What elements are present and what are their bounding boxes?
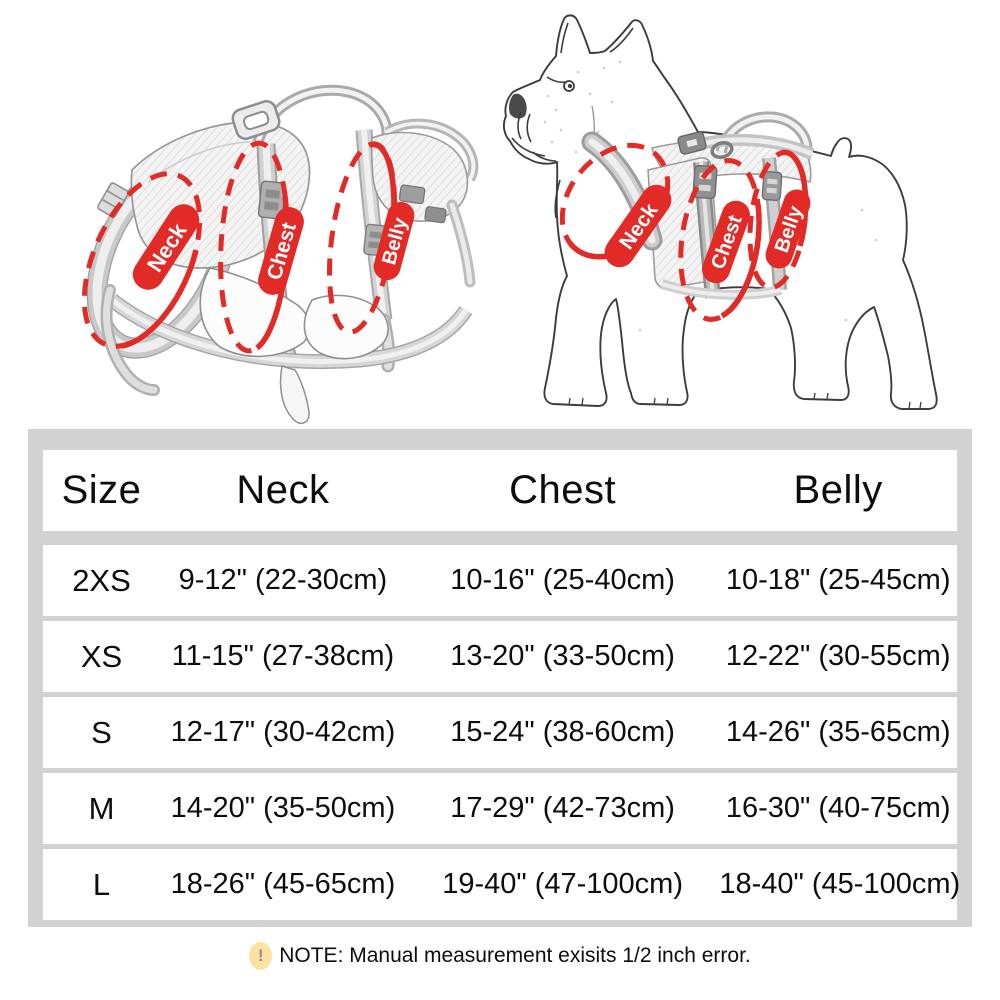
dog-neck-pill: Neck [604, 184, 672, 268]
harness-wing-left [199, 267, 311, 358]
table-row-m: M 14-20" (35-50cm) 17-29" (42-73cm) 16-3… [43, 773, 957, 844]
dog-face-details [509, 22, 922, 409]
measurement-note: ! NOTE: Manual measurement exisits 1/2 i… [0, 942, 1000, 970]
table-row-2xs: 2XS 9-12" (22-30cm) 10-16" (25-40cm) 10-… [43, 545, 957, 616]
harness-sketch: Neck Chest Belly [81, 84, 479, 424]
cell-neck: 11-15" (27-38cm) [171, 640, 395, 672]
chest-strap-buckle [257, 180, 287, 220]
table-row-l: L 18-26" (45-65cm) 19-40" (47-100cm) 18-… [43, 849, 961, 920]
dog-chest-pill: Chest [702, 200, 750, 284]
cell-chest: 19-40" (47-100cm) [442, 868, 683, 900]
exclamation-icon: ! [249, 942, 273, 970]
dog-sketch: Neck Chest Belly [502, 14, 938, 410]
cell-belly: 16-30" (40-75cm) [725, 792, 951, 824]
leash-loop [231, 100, 281, 140]
column-header-neck: Neck [236, 468, 330, 512]
cell-chest: 10-16" (25-40cm) [450, 564, 675, 596]
column-header-chest: Chest [509, 468, 617, 512]
cell-size: L [92, 866, 111, 902]
cell-belly: 12-22" (30-55cm) [725, 640, 951, 672]
measurement-diagram: Neck Chest Belly [0, 0, 1000, 430]
cell-chest: 13-20" (33-50cm) [450, 640, 675, 672]
cell-belly: 10-18" (25-45cm) [725, 564, 951, 596]
cell-neck: 9-12" (22-30cm) [178, 564, 388, 596]
cell-chest: 17-29" (42-73cm) [450, 792, 675, 824]
harness-wing-right [303, 294, 389, 360]
harness-bottom-tab [279, 365, 310, 424]
cell-neck: 14-20" (35-50cm) [170, 792, 396, 824]
size-table: Size Neck Chest Belly 2XS 9-12" (22-30cm… [28, 429, 972, 927]
table-header-row: Size Neck Chest Belly [43, 450, 957, 531]
dog-withers-clip [677, 131, 707, 155]
cell-size: S [91, 714, 112, 750]
harness-bottom-strap [100, 284, 473, 396]
side-panel-buckles [398, 184, 447, 224]
table-row-s: S 12-17" (30-42cm) 15-24" (38-60cm) 14-2… [43, 697, 957, 768]
cell-size: 2XS [72, 562, 131, 598]
dog-body-outline [502, 14, 938, 410]
cell-size: M [88, 790, 115, 826]
note-text: NOTE: Manual measurement exisits 1/2 inc… [279, 944, 751, 967]
cell-size: XS [80, 638, 123, 674]
dog-d-ring [710, 140, 734, 160]
dog-belly-buckle [761, 170, 783, 202]
dog-measure-rings [559, 142, 809, 322]
cell-chest: 15-24" (38-60cm) [450, 716, 675, 748]
column-header-belly: Belly [793, 468, 883, 512]
cell-neck: 18-26" (45-65cm) [170, 868, 396, 900]
table-row-xs: XS 11-15" (27-38cm) 13-20" (33-50cm) 12-… [43, 621, 957, 692]
cell-neck: 12-17" (30-42cm) [170, 716, 396, 748]
cell-belly: 14-26" (35-65cm) [725, 716, 951, 748]
column-header-size: Size [61, 468, 142, 512]
cell-belly: 18-40" (45-100cm) [719, 868, 961, 900]
